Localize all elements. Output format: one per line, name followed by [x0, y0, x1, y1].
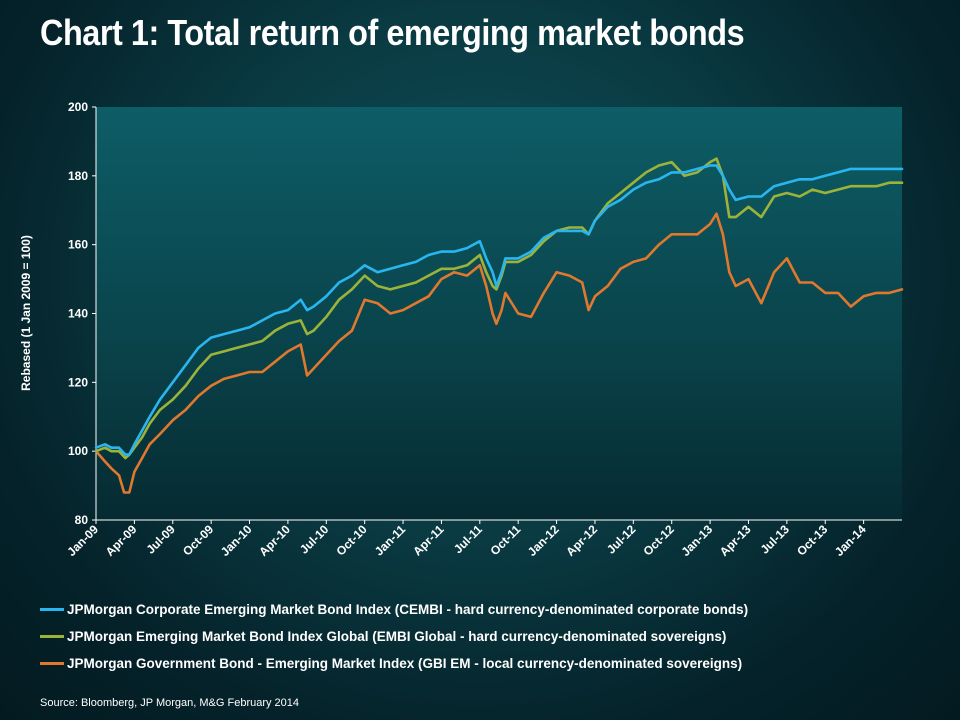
x-tick-label: Oct-12 — [641, 522, 678, 559]
x-tick-label: Jul-11 — [451, 522, 485, 556]
y-tick-label: 140 — [68, 307, 88, 321]
x-tick-label: Apr-13 — [717, 522, 754, 559]
x-tick-label: Oct-11 — [487, 522, 523, 558]
series-line-embi-global — [94, 157, 904, 460]
legend-swatch-embi-global — [40, 635, 64, 638]
x-tick-label: Jan-12 — [525, 522, 562, 559]
legend-label-cembi: JPMorgan Corporate Emerging Market Bond … — [67, 602, 749, 617]
x-tick-label: Jul-09 — [143, 522, 178, 557]
x-tick-label: Jan-14 — [832, 522, 869, 559]
series-line-cembi — [94, 164, 904, 456]
legend: JPMorgan Corporate Emerging Market Bond … — [40, 596, 748, 677]
legend-item-gbi-em: JPMorgan Government Bond - Emerging Mark… — [40, 650, 748, 677]
y-tick-label: 180 — [68, 169, 88, 183]
x-tick-label: Apr-12 — [563, 522, 600, 559]
legend-item-cembi: JPMorgan Corporate Emerging Market Bond … — [40, 596, 748, 623]
legend-swatch-gbi-em — [40, 662, 64, 665]
x-tick-label: Oct-09 — [180, 522, 217, 559]
x-tick-label: Apr-11 — [410, 522, 447, 559]
y-tick-label: 100 — [68, 444, 88, 458]
x-tick-label: Jul-13 — [758, 522, 793, 557]
x-tick-label: Apr-10 — [256, 522, 293, 559]
legend-swatch-cembi — [40, 608, 64, 611]
y-tick-label: 80 — [75, 513, 89, 527]
x-tick-label: Jul-12 — [604, 522, 639, 557]
series-lines — [94, 157, 904, 494]
x-tick-label: Apr-09 — [103, 522, 140, 559]
series-line-gbi-em — [94, 212, 904, 494]
y-axis-title: Rebased (1 Jan 2009 = 100) — [19, 235, 33, 391]
x-tick-label: Jan-10 — [218, 522, 255, 559]
x-tick-label: Jul-10 — [297, 522, 332, 557]
source-note: Source: Bloomberg, JP Morgan, M&G Februa… — [40, 697, 300, 709]
slide-title: Chart 1: Total return of emerging market… — [40, 12, 745, 53]
x-tick-label: Jan-13 — [678, 522, 715, 559]
y-tick-label: 120 — [68, 375, 88, 389]
y-tick-label: 160 — [68, 238, 88, 252]
y-tick-label: 200 — [68, 100, 88, 114]
x-tick-label: Oct-13 — [794, 522, 831, 559]
x-tick-label: Jan-09 — [64, 522, 101, 559]
legend-label-embi-global: JPMorgan Emerging Market Bond Index Glob… — [67, 629, 727, 644]
x-tick-label: Jan-11 — [372, 522, 409, 559]
legend-item-embi-global: JPMorgan Emerging Market Bond Index Glob… — [40, 623, 748, 650]
x-tick-label: Oct-10 — [333, 522, 370, 559]
legend-label-gbi-em: JPMorgan Government Bond - Emerging Mark… — [67, 656, 743, 671]
